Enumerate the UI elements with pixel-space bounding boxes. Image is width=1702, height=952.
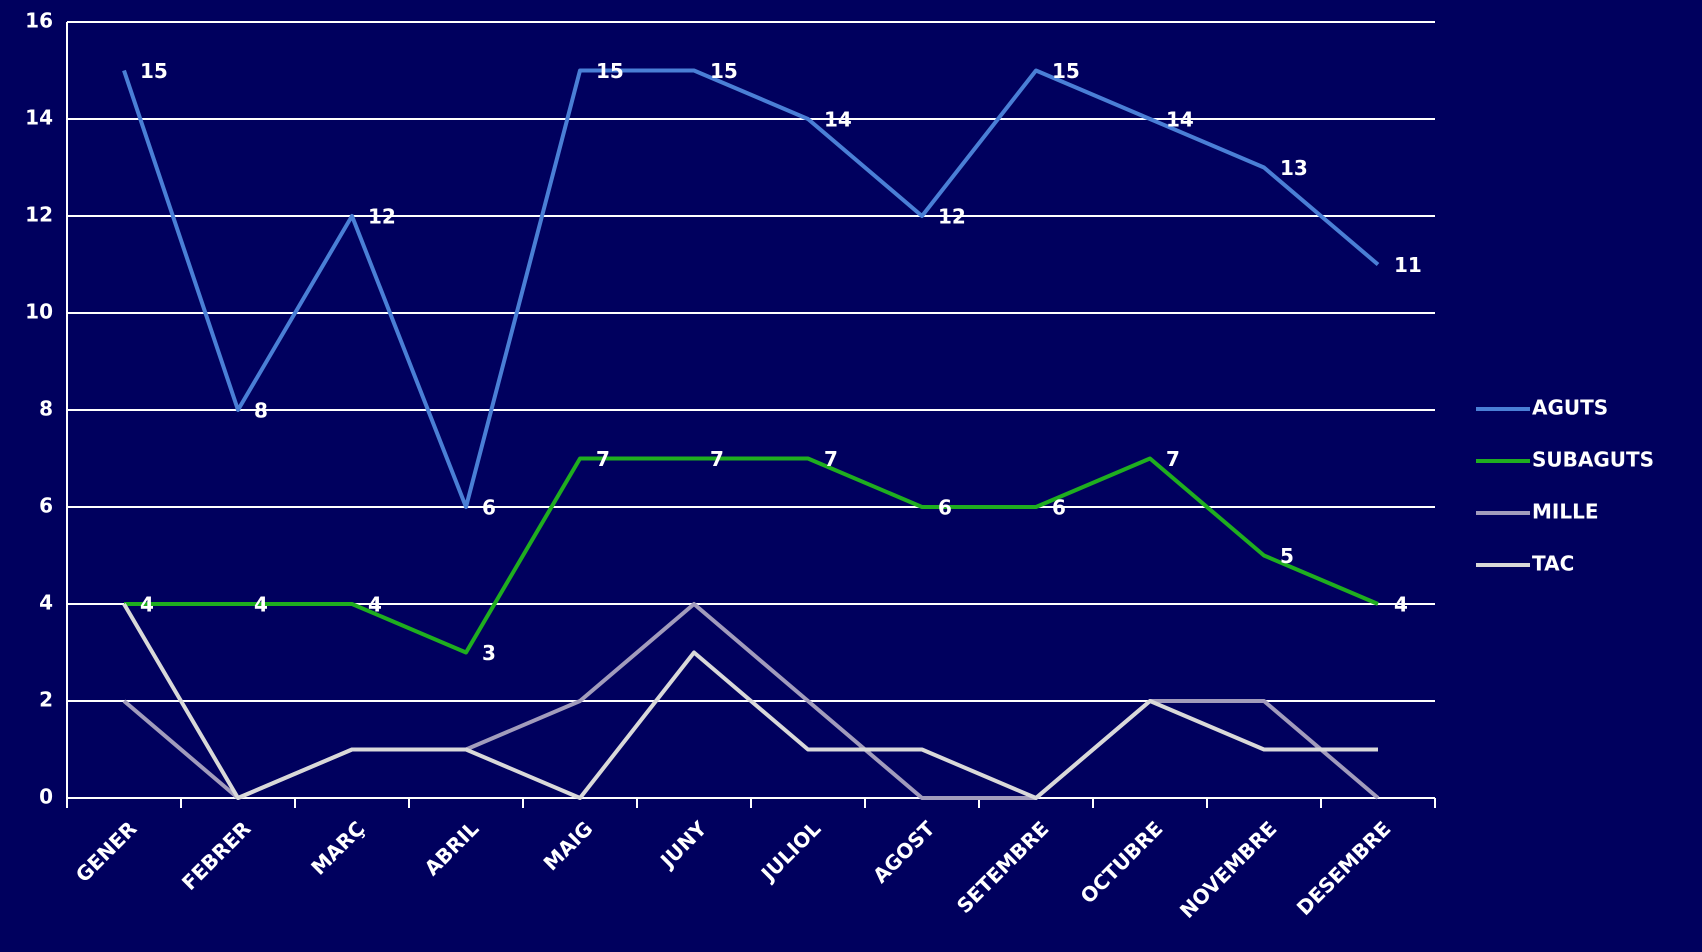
y-tick-label: 8 [39, 397, 53, 421]
data-label: 12 [938, 205, 966, 229]
data-label: 4 [254, 593, 268, 617]
y-tick-label: 6 [39, 494, 53, 518]
legend-label: SUBAGUTS [1532, 448, 1654, 472]
data-label: 8 [254, 399, 268, 423]
y-tick-label: 4 [39, 591, 53, 615]
y-tick-label: 0 [39, 785, 53, 809]
data-label: 7 [1166, 447, 1180, 471]
data-label: 15 [140, 59, 168, 83]
x-tick-label: OCTUBRE [1076, 816, 1168, 908]
series-line [122, 68, 1380, 509]
data-label: 4 [1394, 593, 1408, 617]
x-tick-label: ABRIL [420, 816, 484, 880]
x-tick-label: NOVEMBRE [1175, 816, 1281, 922]
legend-label: AGUTS [1532, 396, 1608, 420]
data-label: 7 [710, 447, 724, 471]
data-label: 6 [938, 496, 952, 520]
data-label: 7 [596, 447, 610, 471]
series-line [124, 456, 1379, 655]
data-label: 15 [596, 59, 624, 83]
y-tick-label: 12 [25, 203, 53, 227]
data-label: 14 [824, 108, 852, 132]
series-line [122, 602, 1378, 800]
x-tick-label: JUNY [654, 816, 712, 874]
data-label: 15 [1052, 59, 1080, 83]
x-tick-label: AGOST [868, 816, 940, 888]
x-tick-label: MARÇ [306, 816, 369, 879]
data-label: 7 [824, 447, 838, 471]
x-tick-label: JULIOL [755, 816, 826, 887]
y-tick-label: 2 [39, 688, 53, 712]
data-label: 6 [1052, 496, 1066, 520]
y-tick-label: 14 [25, 106, 53, 130]
x-tick-label: GENER [71, 816, 142, 887]
data-label: 5 [1280, 544, 1294, 568]
x-tick-label: SETEMBRE [952, 816, 1054, 918]
data-label: 4 [140, 593, 154, 617]
y-tick-label: 16 [25, 9, 53, 33]
data-label: 15 [710, 59, 738, 83]
data-label: 6 [482, 496, 496, 520]
data-label: 13 [1280, 156, 1308, 180]
data-label: 12 [368, 205, 396, 229]
data-label: 4 [368, 593, 382, 617]
data-label: 11 [1394, 253, 1422, 277]
x-tick-label: DESEMBRE [1292, 816, 1396, 920]
x-tick-label: FEBRER [177, 816, 256, 895]
data-label: 3 [482, 641, 496, 665]
legend-label: TAC [1532, 552, 1574, 576]
x-tick-label: MAIG [539, 816, 598, 875]
data-label: 14 [1166, 108, 1194, 132]
y-tick-label: 10 [25, 300, 53, 324]
legend-label: MILLE [1532, 500, 1599, 524]
